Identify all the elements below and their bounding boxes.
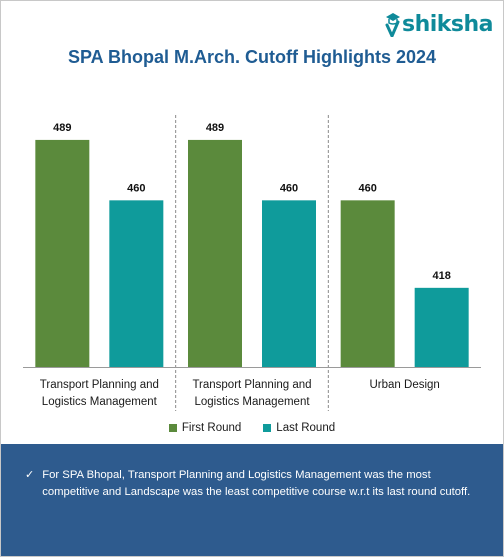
footer-text: For SPA Bhopal, Transport Planning and L…	[42, 469, 471, 498]
bar	[414, 287, 469, 367]
graduation-cap-icon	[385, 13, 400, 37]
x-tick-label: Logistics Management	[194, 396, 310, 408]
legend-swatch	[263, 424, 272, 432]
x-tick-label: Transport Planning and	[40, 379, 159, 391]
data-label: 460	[358, 182, 376, 194]
bar	[35, 139, 90, 367]
bar	[340, 200, 395, 367]
shiksha-logo: shiksha	[384, 11, 494, 37]
legend-item: First Round	[168, 422, 242, 434]
legend-swatch	[168, 424, 177, 432]
chart-title: SPA Bhopal M.Arch. Cutoff Highlights 202…	[67, 47, 436, 67]
data-label: 460	[127, 182, 145, 194]
data-label: 489	[206, 122, 224, 134]
logo-text: shiksha	[401, 11, 494, 37]
bar	[188, 139, 242, 367]
legend-item: Last Round	[263, 422, 335, 434]
x-tick-label: Urban Design	[370, 379, 440, 391]
bar	[109, 200, 164, 367]
bar-chart: 489 460 Transport Planning and Logistics Ma…	[23, 115, 481, 411]
legend-label: First Round	[181, 422, 242, 434]
chart-legend: First Round Last Round	[1, 422, 503, 434]
bar	[262, 200, 316, 367]
x-tick-label: Logistics Management	[42, 396, 158, 408]
legend-label: Last Round	[276, 422, 336, 434]
data-label: 418	[432, 270, 450, 282]
checkmark-icon: ✓	[25, 469, 35, 481]
x-tick-label: Transport Planning and	[192, 379, 311, 391]
insight-footer: ✓ For SPA Bhopal, Transport Planning and…	[1, 444, 503, 556]
data-label: 489	[53, 122, 71, 134]
data-label: 460	[280, 182, 298, 194]
